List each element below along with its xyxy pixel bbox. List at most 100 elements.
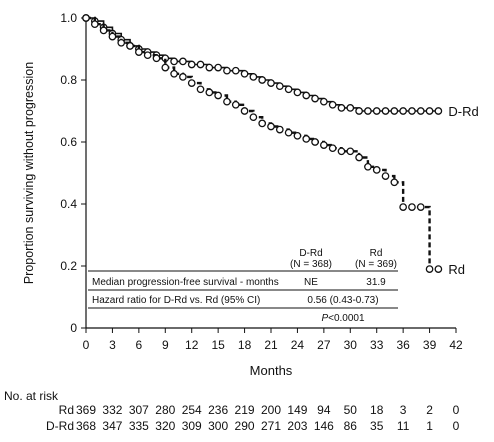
censor-mark-d-rd [337, 104, 346, 112]
at-risk-value: 219 [235, 403, 255, 417]
censor-mark-rd [231, 100, 240, 109]
table-row2-value: 0.56 (0.43-0.73) [307, 295, 378, 306]
censor-mark-rd [328, 144, 337, 153]
censor-mark-rd [275, 125, 284, 134]
censor-mark-d-rd [267, 79, 275, 87]
censor-mark-rd [135, 48, 143, 56]
x-tick-label: 39 [423, 338, 437, 352]
censor-mark-rd [82, 14, 90, 22]
censor-mark-rd [205, 88, 214, 97]
censor-mark-d-rd [179, 57, 187, 66]
censor-mark-rd [258, 119, 267, 128]
censor-mark-rd [284, 128, 293, 137]
at-risk-value: 11 [397, 419, 410, 433]
censor-mark-rd [390, 178, 399, 187]
censor-mark-rd [408, 203, 416, 211]
censor-mark-d-rd [390, 107, 399, 115]
censor-mark-rd [240, 107, 249, 115]
y-axis-label: Proportion surviving without progression [22, 62, 36, 284]
censor-mark-rd [337, 147, 346, 156]
at-risk-value: 309 [182, 419, 202, 433]
at-risk-value: 236 [208, 403, 228, 417]
censor-mark-d-rd [399, 107, 407, 115]
x-tick-label: 21 [264, 338, 278, 352]
censor-mark-rd [214, 91, 222, 100]
at-risk-value: 368 [76, 419, 96, 433]
x-tick-label: 0 [83, 338, 90, 352]
at-risk-value: 146 [314, 419, 334, 433]
censor-mark-rd [126, 42, 134, 50]
at-risk-row-label: Rd [59, 403, 74, 417]
x-ticks: 0 3 6 9 12 15 18 21 24 27 30 33 36 39 42 [83, 328, 463, 352]
y-tick-label: 0.8 [60, 73, 77, 87]
censor-mark-rd [355, 153, 363, 162]
censor-mark-d-rd [381, 107, 390, 115]
censor-mark-rd [267, 122, 275, 131]
at-risk-value: 200 [261, 403, 281, 417]
censor-mark-rd [320, 141, 328, 149]
censor-mark-rd [302, 135, 311, 143]
series-label-rd: Rd [448, 262, 465, 277]
table-row1-drd: NE [304, 277, 318, 288]
censor-mark-d-rd [434, 107, 443, 115]
x-tick-label: 9 [162, 338, 169, 352]
table-header-drd-n: (N = 368) [290, 259, 332, 270]
censor-mark-d-rd [231, 66, 240, 75]
pvalue-rest: <0.0001 [328, 313, 365, 324]
censor-mark-rd [416, 203, 425, 211]
series-line-d-rd [86, 17, 439, 112]
censor-mark-d-rd [425, 107, 434, 115]
censor-mark-d-rd [249, 73, 258, 81]
censor-mark-rd [223, 97, 231, 106]
y-ticks: 0 0.2 0.4 0.6 0.8 1.0 [60, 11, 86, 335]
y-tick-label: 0.2 [60, 259, 77, 273]
at-risk-value: 50 [344, 403, 358, 417]
x-tick-label: 6 [136, 338, 143, 352]
at-risk-value: 0 [453, 419, 460, 433]
censor-mark-rd [90, 20, 99, 29]
censor-mark-d-rd [364, 107, 372, 115]
censor-mark-rd [117, 38, 126, 47]
x-tick-label: 3 [109, 338, 116, 352]
table-header-drd: D-Rd [299, 248, 322, 259]
at-risk-value: 94 [317, 403, 331, 417]
censor-mark-rd [179, 73, 187, 81]
censor-mark-rd [293, 131, 302, 140]
censor-mark-d-rd [205, 63, 214, 72]
censor-mark-rd [346, 147, 355, 156]
x-tick-label: 24 [291, 338, 305, 352]
at-risk-value: 307 [129, 403, 149, 417]
table-row1-label: Median progression-free survival - month… [92, 277, 279, 288]
x-tick-label: 15 [211, 338, 225, 352]
at-risk-value: 335 [129, 419, 149, 433]
at-risk-value: 369 [76, 403, 96, 417]
censor-mark-d-rd [275, 82, 284, 91]
table-header-rd: Rd [370, 248, 383, 259]
censor-mark-d-rd [240, 69, 249, 78]
at-risk-value: 3 [400, 403, 407, 417]
x-tick-label: 42 [449, 338, 463, 352]
survival-curves [82, 14, 443, 273]
at-risk-value: 0 [453, 403, 460, 417]
censor-mark-d-rd [223, 66, 231, 75]
censor-mark-d-rd [416, 107, 425, 115]
at-risk-value: 254 [182, 403, 202, 417]
table-row1-rd: 31.9 [366, 277, 386, 288]
censor-mark-rd [249, 113, 258, 122]
at-risk-value: 86 [344, 419, 358, 433]
y-tick-label: 0 [70, 321, 77, 335]
x-tick-label: 30 [344, 338, 358, 352]
at-risk-value: 347 [102, 419, 122, 433]
x-tick-label: 27 [317, 338, 331, 352]
summary-table: D-Rd (N = 368) Rd (N = 369) Median progr… [88, 248, 398, 324]
censor-mark-rd [187, 79, 196, 87]
at-risk-table: Rd 369 332 307 280 254 236 219 200 149 94 50 18 3 2 0D-… [46, 403, 460, 433]
censor-mark-d-rd [284, 85, 293, 94]
table-row2-label: Hazard ratio for D-Rd vs. Rd (95% CI) [92, 295, 260, 306]
censor-mark-rd [364, 162, 372, 171]
censor-mark-d-rd [346, 104, 355, 112]
censor-mark-rd [399, 203, 407, 211]
censor-mark-rd [143, 51, 152, 60]
censor-mark-d-rd [170, 57, 178, 66]
